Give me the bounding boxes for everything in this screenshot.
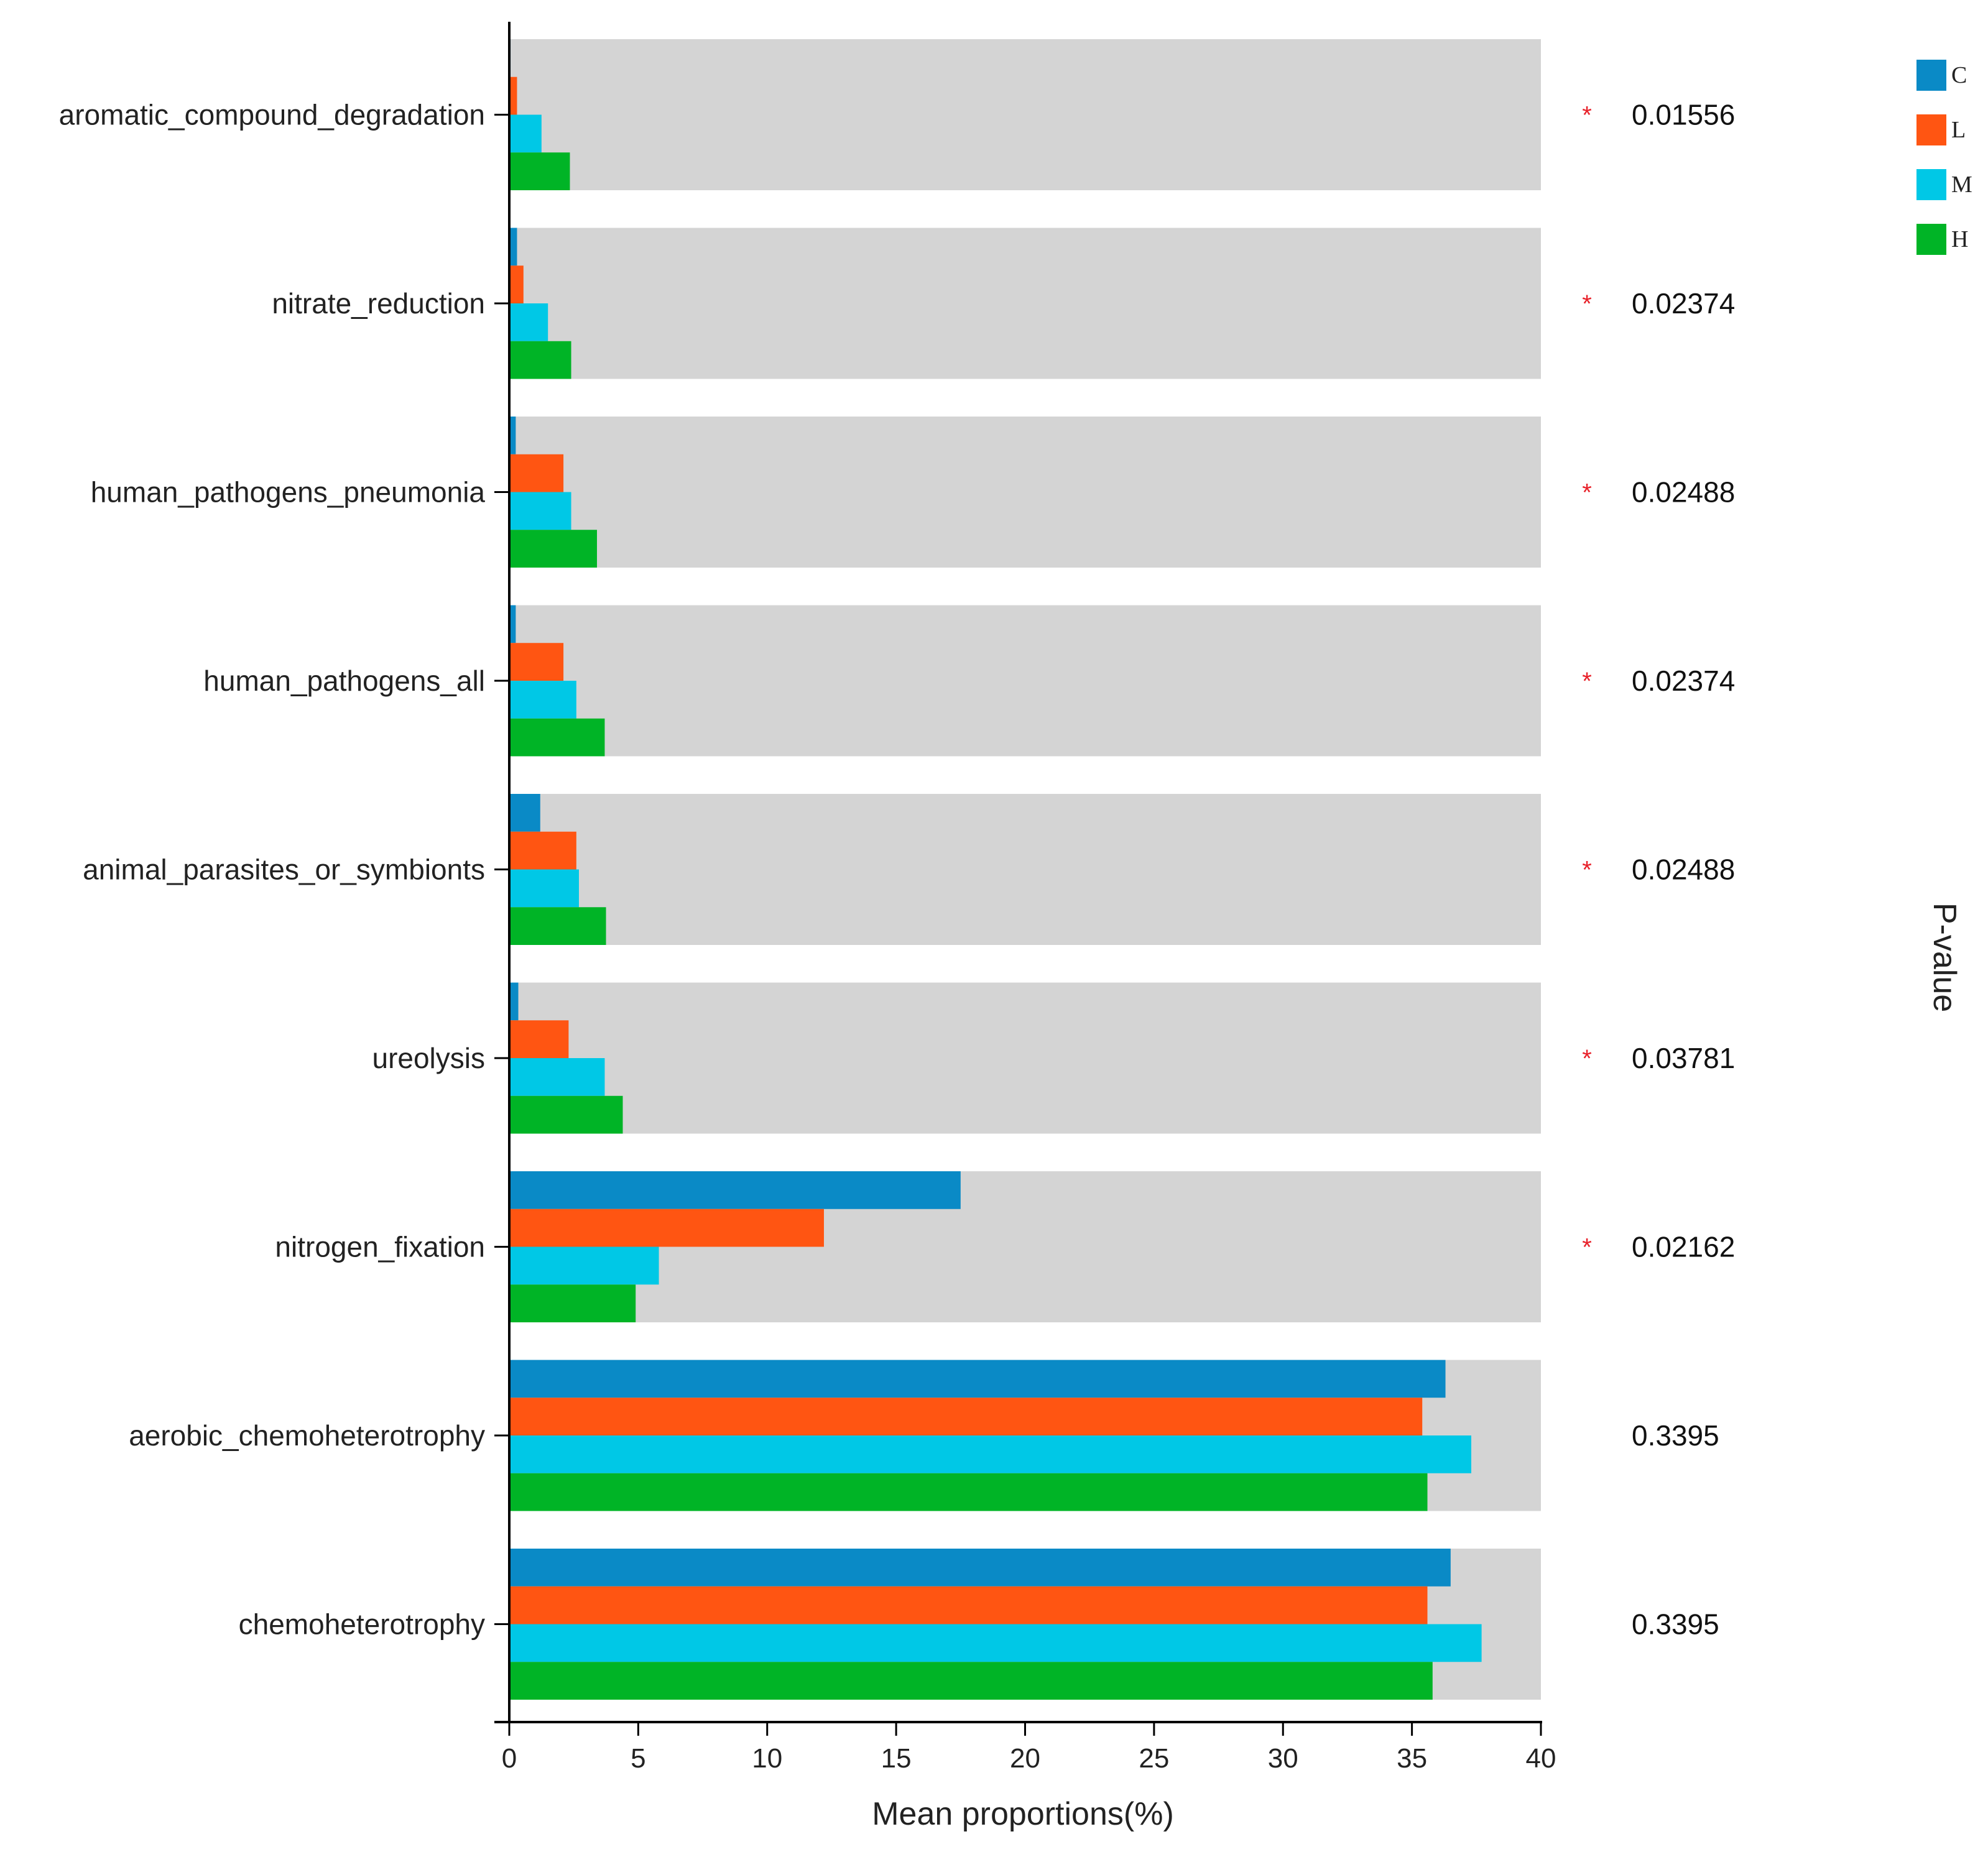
bar-m <box>509 1058 605 1096</box>
significance-star: * <box>1582 290 1592 318</box>
category-band <box>509 794 1541 945</box>
bar-c <box>509 605 516 643</box>
p-value-label: 0.03781 <box>1632 1042 1735 1074</box>
bar-l <box>509 831 576 870</box>
category-label: animal_parasites_or_symbionts <box>83 854 485 886</box>
legend-swatch <box>1916 60 1946 91</box>
bar-h <box>509 341 571 379</box>
bar-c <box>509 228 517 266</box>
bar-h <box>509 1473 1428 1511</box>
p-value-axis-title: P-value <box>1926 903 1963 1012</box>
bar-l <box>509 76 517 115</box>
bar-l <box>509 643 564 681</box>
significance-star: * <box>1582 479 1592 507</box>
legend-label: C <box>1951 62 1967 88</box>
significance-star: * <box>1582 1045 1592 1072</box>
category-label: ureolysis <box>372 1042 485 1074</box>
bar-series <box>509 39 1482 1700</box>
bar-c <box>509 1549 1451 1587</box>
x-tick-label: 30 <box>1268 1743 1298 1774</box>
x-tick-label: 10 <box>752 1743 782 1774</box>
bar-h <box>509 1284 636 1322</box>
bar-l <box>509 1398 1423 1435</box>
p-value-label: 0.02374 <box>1632 665 1735 697</box>
x-axis-title: Mean proportions(%) <box>872 1796 1174 1832</box>
bar-m <box>509 869 579 908</box>
category-label: aromatic_compound_degradation <box>59 99 485 131</box>
category-label: human_pathogens_all <box>203 665 485 697</box>
bar-m <box>509 303 548 341</box>
bar-h <box>509 1662 1433 1700</box>
bar-c <box>509 1360 1446 1398</box>
bar-l <box>509 1020 569 1058</box>
bar-c <box>509 982 519 1021</box>
bar-m <box>509 681 576 719</box>
x-tick-label: 35 <box>1397 1743 1427 1774</box>
category-band <box>509 228 1541 379</box>
x-tick-label: 40 <box>1526 1743 1556 1774</box>
legend-label: H <box>1951 226 1968 252</box>
p-value-label: 0.02374 <box>1632 287 1735 320</box>
p-value-label: 0.3395 <box>1632 1608 1719 1641</box>
bar-h <box>509 530 598 568</box>
bar-h <box>509 1095 623 1134</box>
x-tick-label: 25 <box>1139 1743 1169 1774</box>
bar-l <box>509 1209 824 1247</box>
legend-label: L <box>1951 117 1966 143</box>
bar-c <box>509 1171 961 1209</box>
category-label: human_pathogens_pneumonia <box>91 476 486 509</box>
p-value-label: 0.02488 <box>1632 854 1735 886</box>
significance-star: * <box>1582 102 1592 129</box>
category-label: nitrate_reduction <box>272 287 485 320</box>
bar-l <box>509 454 564 492</box>
x-tick-label: 5 <box>631 1743 645 1774</box>
p-value-label: 0.02488 <box>1632 476 1735 509</box>
category-label: chemoheterotrophy <box>239 1608 485 1641</box>
category-band <box>509 39 1541 190</box>
p-value-label: 0.01556 <box>1632 99 1735 131</box>
category-labels: aromatic_compound_degradation nitrate_red… <box>59 99 486 1641</box>
category-label: aerobic_chemoheterotrophy <box>129 1419 485 1452</box>
legend-swatch <box>1916 224 1946 255</box>
bar-c <box>509 417 516 454</box>
category-label: nitrogen_fixation <box>275 1231 485 1263</box>
x-tick-label: 20 <box>1010 1743 1040 1774</box>
bar-h <box>509 152 570 190</box>
bar-m <box>509 114 542 153</box>
legend-label: M <box>1951 172 1972 198</box>
legend: C L M H <box>1916 60 1972 255</box>
category-band <box>509 982 1541 1134</box>
category-band <box>509 417 1541 568</box>
bar-c <box>509 794 540 832</box>
x-tick-label: 0 <box>502 1743 517 1774</box>
bar-m <box>509 492 571 530</box>
significance-star: * <box>1582 857 1592 884</box>
significance-star: * <box>1582 1234 1592 1261</box>
bar-l <box>509 1586 1428 1624</box>
p-value-label: 0.3395 <box>1632 1419 1719 1452</box>
axes <box>494 22 1542 1736</box>
bar-h <box>509 718 605 757</box>
bar-h <box>509 907 606 945</box>
significance-star: * <box>1582 668 1592 695</box>
category-band <box>509 605 1541 757</box>
p-value-label: 0.02162 <box>1632 1231 1735 1263</box>
p-value-column: * 0.01556 * 0.02374 * 0.02488 * 0.02374 * 0.02488… <box>1582 99 1735 1641</box>
bar-l <box>509 265 524 303</box>
bar-m <box>509 1435 1472 1473</box>
x-tick-labels: 0 5 10 15 20 25 30 35 40 <box>502 1743 1556 1774</box>
bar-m <box>509 1246 659 1285</box>
x-tick-label: 15 <box>881 1743 912 1774</box>
legend-swatch <box>1916 169 1946 200</box>
legend-swatch <box>1916 114 1946 145</box>
bar-m <box>509 1624 1482 1662</box>
